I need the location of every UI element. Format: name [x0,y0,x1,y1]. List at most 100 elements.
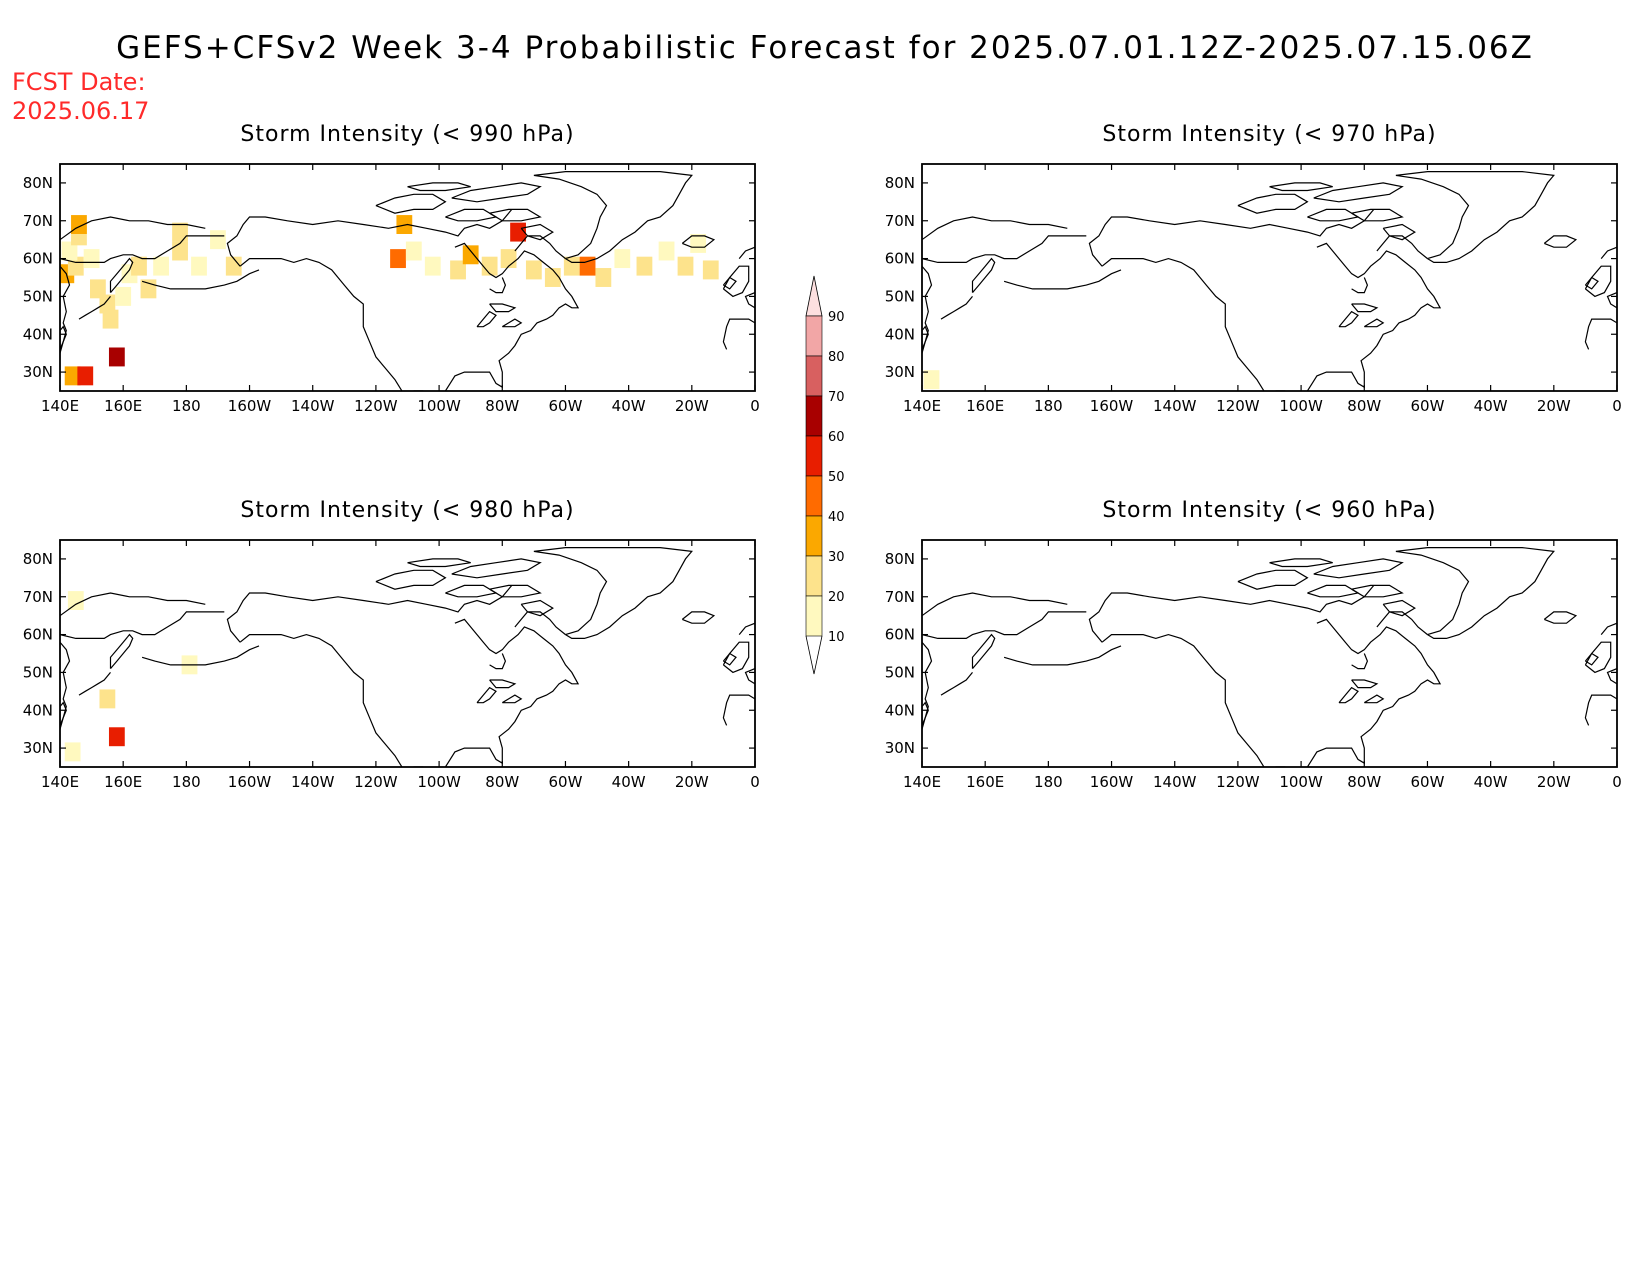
lon-tick-label: 120W [1216,773,1260,791]
lon-tick-label: 20W [1537,773,1571,791]
coastline [922,325,929,350]
lon-tick-label: 140W [1153,397,1197,415]
coastline [533,171,693,263]
lon-tick-label: 160E [966,773,1004,791]
lat-tick-label: 50N [23,663,53,681]
lon-tick-label: 120W [354,773,398,791]
coastline [60,641,71,730]
lon-tick-label: 0 [1612,397,1622,415]
coastline [744,292,755,309]
coastline [722,694,755,726]
lat-tick-label: 50N [885,287,915,305]
coastline [1338,310,1359,328]
panel-970: Storm Intensity (< 970 hPa) 140E 160E 180 1… [862,122,1622,422]
coastline [1584,318,1617,350]
lon-tick-label: 100W [1279,773,1323,791]
coastline [1584,652,1599,666]
probability-cell [90,279,106,299]
coastline [722,276,737,290]
legend-label: 50 [828,470,845,485]
coastline [1606,668,1617,685]
map-plot: 140E 160E 180 160W 140W 120W 100W 80W 60W 40W 20W 0… [885,163,1622,415]
lat-tick-label: 80N [885,550,915,568]
probability-cell [563,256,580,276]
coastline [60,701,67,726]
coastline [1382,599,1416,617]
coastlines [922,171,1617,391]
coastline [109,633,134,669]
coastline [60,235,225,263]
lon-tick-label: 140W [291,773,335,791]
coastline [407,558,471,568]
probability-cell [405,241,422,261]
probability-cell [153,256,169,276]
probability-cell [108,727,125,747]
coastline [489,584,542,598]
probability-cell [115,286,132,306]
lat-tick-label: 70N [885,212,915,230]
lon-tick-label: 20W [675,773,709,791]
legend-swatch [805,435,823,477]
lat-tick-label: 80N [885,174,915,192]
legend-label: 60 [828,430,845,445]
probability-cell [595,268,612,287]
color-legend: 10 20 30 40 50 60 70 80 90 [805,275,845,675]
lon-tick-label: 160E [966,397,1004,415]
coastline [60,216,206,241]
probability-cell [390,249,406,269]
coastline [1003,645,1122,666]
legend-label: 80 [828,350,845,365]
coastline [489,208,542,222]
coastline [1307,208,1360,222]
probability-cell [510,222,526,242]
lat-tick-label: 40N [885,701,915,719]
coastline [476,310,497,328]
plot-frame [921,163,1618,392]
coastline [1543,611,1578,624]
coastline [1363,318,1385,328]
coastline [520,599,554,617]
coastline [78,672,111,696]
probability-cell [702,260,719,280]
coastline [1351,208,1404,222]
probability-cell [64,366,81,386]
coastline [501,694,523,704]
coastline [1351,303,1379,313]
coastline [1269,558,1333,568]
coastline [922,592,1068,617]
probability-cell [210,230,226,250]
lon-tick-label: 80W [1347,397,1381,415]
probability-cell [67,591,84,610]
panel-title: Storm Intensity (< 960 hPa) [1102,498,1437,523]
probability-cell [481,256,498,276]
lon-tick-label: 160E [104,773,142,791]
coastline [375,193,447,214]
coastline [226,209,513,267]
probability-field [60,215,719,386]
lat-tick-label: 30N [885,363,915,381]
lat-tick-label: 60N [885,250,915,268]
probability-cell [77,366,94,386]
lon-tick-label: 160W [228,397,272,415]
panel-980: Storm Intensity (< 980 hPa) 140E 160E 180 1… [0,498,760,798]
coastline [1237,569,1309,590]
legend-swatch [805,395,823,437]
lon-tick-label: 40W [612,773,646,791]
coastline [60,592,206,617]
lon-tick-label: 40W [1474,773,1508,791]
probability-cell [500,249,517,269]
coastline [109,257,134,293]
coastline [1313,182,1404,203]
lon-tick-label: 160W [228,773,272,791]
coastline [722,318,755,350]
lat-tick-label: 60N [23,250,53,268]
lon-tick-label: 180 [172,773,201,791]
probability-cell [424,256,441,276]
coastline [445,584,498,598]
legend-label: 40 [828,510,845,525]
lon-tick-label: 0 [750,773,760,791]
lon-tick-label: 60W [1410,773,1444,791]
lon-tick-label: 160W [1090,397,1134,415]
probability-cell [658,241,675,261]
probability-cell [923,370,940,390]
